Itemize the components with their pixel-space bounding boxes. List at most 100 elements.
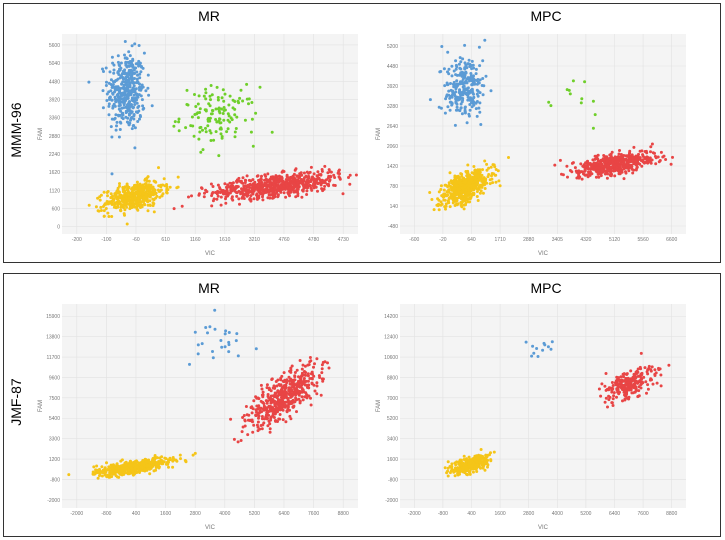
data-point-blue bbox=[468, 108, 472, 112]
data-point-red bbox=[231, 181, 235, 185]
data-point-red bbox=[261, 183, 265, 187]
data-point-yellow bbox=[447, 197, 451, 201]
x-tick-label: 5560 bbox=[638, 237, 649, 243]
data-point-red bbox=[265, 386, 269, 390]
data-point-yellow bbox=[67, 473, 71, 477]
data-point-red bbox=[243, 424, 247, 428]
data-point-blue bbox=[132, 84, 136, 88]
data-point-red bbox=[302, 184, 305, 188]
data-point-green bbox=[227, 103, 231, 107]
data-point-green bbox=[204, 130, 208, 134]
data-point-red bbox=[613, 155, 617, 159]
data-point-blue bbox=[136, 120, 140, 123]
data-point-yellow bbox=[130, 187, 134, 191]
data-point-red bbox=[620, 170, 624, 174]
data-point-yellow bbox=[98, 472, 102, 476]
data-point-red bbox=[623, 397, 627, 401]
data-point-red bbox=[251, 182, 255, 186]
data-point-red bbox=[200, 187, 204, 190]
data-point-yellow bbox=[130, 467, 134, 471]
data-point-red bbox=[319, 393, 323, 397]
data-point-red bbox=[565, 164, 569, 168]
data-point-red bbox=[633, 385, 637, 389]
data-point-yellow bbox=[98, 198, 102, 202]
data-point-yellow bbox=[138, 192, 142, 196]
data-point-blue bbox=[126, 64, 129, 68]
data-point-blue bbox=[141, 66, 145, 70]
data-point-red bbox=[268, 406, 272, 410]
x-tick-label: 2800 bbox=[190, 511, 201, 517]
data-point-yellow bbox=[136, 208, 140, 212]
data-point-red bbox=[633, 373, 637, 377]
data-point-yellow bbox=[141, 188, 145, 192]
data-point-blue bbox=[443, 111, 447, 115]
data-point-green bbox=[219, 121, 223, 125]
data-point-blue bbox=[139, 94, 143, 98]
data-point-yellow bbox=[485, 181, 489, 185]
data-point-red bbox=[310, 376, 314, 380]
data-point-yellow bbox=[474, 182, 478, 186]
data-point-red bbox=[260, 417, 264, 421]
data-point-red bbox=[669, 162, 673, 166]
data-point-red bbox=[348, 173, 352, 177]
data-point-red bbox=[553, 163, 557, 167]
data-point-red bbox=[646, 156, 650, 159]
data-point-green bbox=[212, 138, 216, 142]
data-point-yellow bbox=[146, 209, 150, 213]
data-point-red bbox=[276, 193, 280, 197]
scatter-chart-mmm96-mr: -200 -100 -60 610 1160 1610 3210 4760 4780 473006… bbox=[38, 34, 358, 257]
data-point-blue bbox=[452, 69, 456, 73]
data-point-blue bbox=[478, 110, 482, 114]
y-axis-label: FAM bbox=[38, 128, 44, 140]
data-point-red bbox=[269, 416, 273, 420]
data-point-yellow bbox=[463, 462, 467, 466]
data-point-red bbox=[298, 376, 302, 380]
data-point-blue bbox=[138, 85, 142, 89]
data-point-red bbox=[260, 387, 264, 391]
data-point-blue bbox=[463, 43, 467, 47]
x-tick-label: -20 bbox=[439, 237, 446, 243]
data-point-blue bbox=[469, 75, 473, 79]
data-point-red bbox=[645, 391, 648, 395]
data-point-red bbox=[650, 365, 654, 369]
data-point-red bbox=[288, 369, 292, 373]
data-point-red bbox=[643, 366, 647, 370]
data-point-green bbox=[233, 113, 237, 117]
data-point-red bbox=[303, 370, 306, 373]
data-point-red bbox=[261, 390, 265, 394]
data-point-red bbox=[301, 363, 305, 367]
data-point-red bbox=[302, 177, 306, 181]
data-point-red bbox=[320, 367, 324, 371]
data-point-green bbox=[193, 93, 196, 96]
panel-mmm96: MMM-96 MR MPC -200 -100 -60 610 1160 1610 3210… bbox=[3, 3, 721, 263]
data-point-red bbox=[285, 173, 289, 177]
data-point-red bbox=[251, 178, 255, 182]
data-point-red bbox=[574, 169, 578, 173]
data-point-red bbox=[225, 186, 229, 190]
data-point-blue bbox=[456, 95, 460, 99]
data-point-yellow bbox=[479, 466, 482, 470]
data-point-yellow bbox=[468, 459, 472, 463]
data-point-yellow bbox=[485, 168, 489, 172]
data-point-yellow bbox=[479, 189, 483, 193]
data-point-red bbox=[312, 172, 316, 176]
data-point-yellow bbox=[110, 215, 114, 218]
data-point-blue bbox=[446, 70, 449, 74]
data-point-blue bbox=[136, 73, 139, 77]
data-point-red bbox=[240, 191, 244, 195]
data-point-blue bbox=[481, 59, 485, 63]
data-point-blue bbox=[227, 331, 231, 334]
data-point-blue bbox=[446, 50, 450, 54]
data-point-red bbox=[273, 194, 277, 197]
data-point-red bbox=[631, 158, 635, 162]
data-point-red bbox=[284, 420, 288, 424]
data-point-yellow bbox=[485, 162, 489, 166]
data-point-yellow bbox=[116, 465, 119, 469]
data-point-blue bbox=[118, 120, 122, 124]
data-point-yellow bbox=[142, 195, 146, 199]
data-point-blue bbox=[121, 80, 125, 84]
data-point-blue bbox=[135, 77, 139, 81]
data-point-yellow bbox=[461, 466, 465, 470]
data-point-yellow bbox=[470, 192, 474, 196]
data-point-red bbox=[265, 417, 269, 421]
